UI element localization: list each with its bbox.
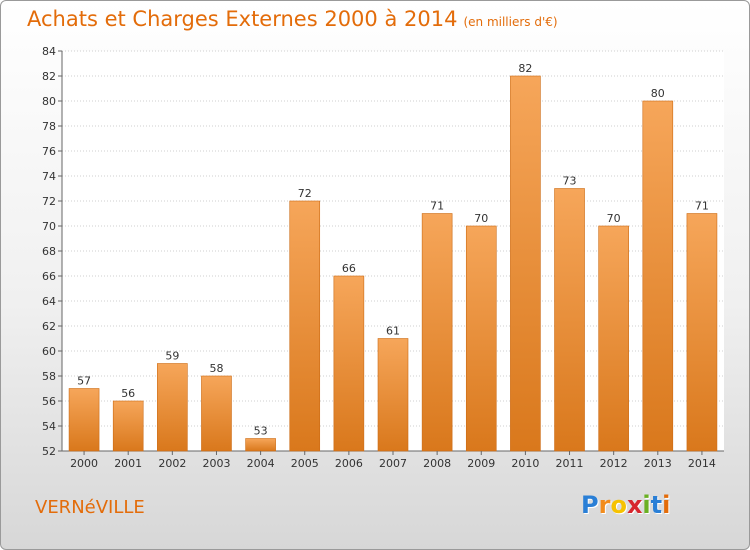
bar-value-label: 58 <box>209 362 223 375</box>
bar <box>289 200 321 452</box>
x-tick-label: 2013 <box>644 457 672 470</box>
y-tick-label: 84 <box>42 45 56 58</box>
bar-value-label: 59 <box>165 350 179 363</box>
bar <box>245 438 276 452</box>
bar <box>510 75 541 452</box>
bar <box>333 275 365 452</box>
bar-value-label: 70 <box>474 212 488 225</box>
y-tick-label: 52 <box>42 445 56 458</box>
y-tick-label: 80 <box>42 95 56 108</box>
x-tick-label: 2012 <box>600 457 628 470</box>
bar <box>642 100 674 452</box>
y-tick-label: 82 <box>42 70 56 83</box>
bar-value-label: 82 <box>518 62 532 75</box>
x-tick-label: 2001 <box>114 457 142 470</box>
x-tick-label: 2002 <box>158 457 186 470</box>
proxiti-logo: Proxiti <box>581 491 670 519</box>
x-tick-label: 2008 <box>423 457 451 470</box>
proxiti-logo-letter: r <box>598 491 611 519</box>
x-tick-label: 2003 <box>202 457 230 470</box>
bar <box>68 388 100 452</box>
bar <box>377 338 409 452</box>
y-tick-label: 70 <box>42 220 56 233</box>
x-tick-label: 2011 <box>556 457 584 470</box>
bar-value-label: 71 <box>430 200 444 213</box>
bar <box>157 363 188 452</box>
y-tick-label: 60 <box>42 345 56 358</box>
y-tick-label: 78 <box>42 120 56 133</box>
y-tick-label: 56 <box>42 395 56 408</box>
proxiti-logo-letter: o <box>610 491 627 519</box>
x-tick-label: 2000 <box>70 457 98 470</box>
proxiti-logo-letter: i <box>642 491 651 519</box>
bar-value-label: 53 <box>254 425 268 438</box>
y-tick-label: 72 <box>42 195 56 208</box>
bar-value-label: 70 <box>607 212 621 225</box>
bar-value-label: 73 <box>563 175 577 188</box>
proxiti-logo-letter: P <box>581 491 599 519</box>
y-tick-label: 62 <box>42 320 56 333</box>
x-tick-label: 2010 <box>511 457 539 470</box>
y-tick-label: 54 <box>42 420 56 433</box>
y-tick-label: 66 <box>42 270 56 283</box>
y-tick-label: 64 <box>42 295 56 308</box>
x-tick-label: 2007 <box>379 457 407 470</box>
y-tick-label: 74 <box>42 170 56 183</box>
proxiti-logo-letter: x <box>626 491 643 519</box>
y-tick-label: 58 <box>42 370 56 383</box>
chart-title-text: Achats et Charges Externes 2000 à 2014 <box>27 7 458 31</box>
x-tick-label: 2004 <box>247 457 275 470</box>
bar-value-label: 72 <box>298 187 312 200</box>
bar-value-label: 71 <box>695 200 709 213</box>
y-tick-label: 68 <box>42 245 56 258</box>
bar-value-label: 56 <box>121 387 135 400</box>
proxiti-logo-letter: t <box>650 491 663 519</box>
bar-value-label: 61 <box>386 325 400 338</box>
bar-value-label: 57 <box>77 375 91 388</box>
bar <box>598 225 629 452</box>
bar <box>112 400 144 452</box>
x-tick-label: 2005 <box>291 457 319 470</box>
x-tick-label: 2009 <box>467 457 495 470</box>
y-tick-label: 76 <box>42 145 56 158</box>
bar-value-label: 80 <box>651 87 665 100</box>
bar <box>554 188 585 452</box>
bar <box>686 213 718 452</box>
bar <box>421 213 453 452</box>
x-tick-label: 2014 <box>688 457 716 470</box>
commune-name: VERNéVILLE <box>35 497 145 518</box>
chart-title: Achats et Charges Externes 2000 à 2014 (e… <box>27 7 558 31</box>
x-tick-label: 2006 <box>335 457 363 470</box>
bar <box>465 225 497 452</box>
bar <box>201 375 232 452</box>
proxiti-logo-letter: i <box>662 491 671 519</box>
chart-subtitle: (en milliers d'€) <box>463 15 558 29</box>
bar-value-label: 66 <box>342 262 356 275</box>
